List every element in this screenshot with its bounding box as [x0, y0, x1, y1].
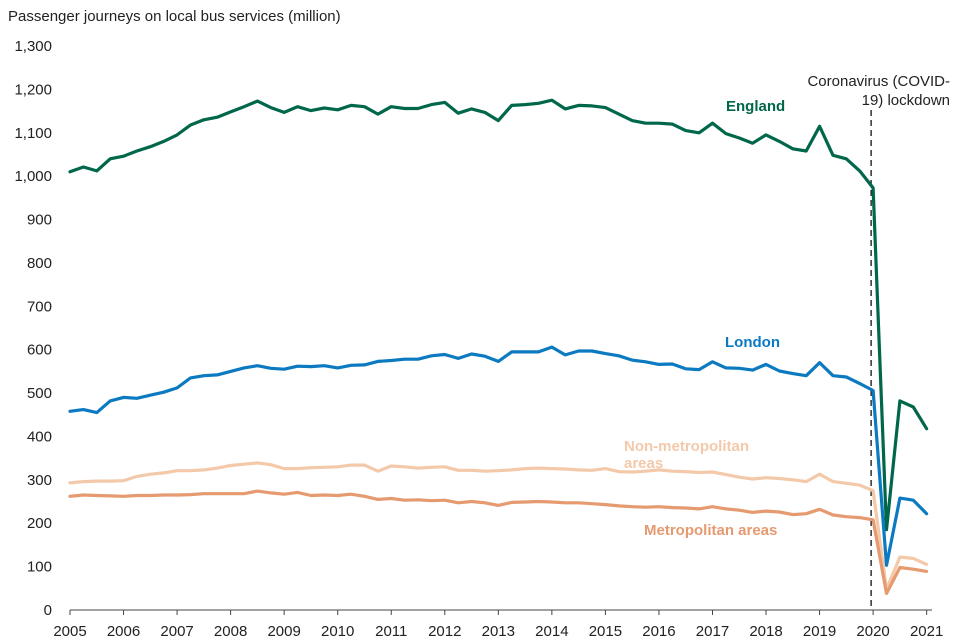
series-line-metropolitan — [68, 489, 929, 596]
x-axis: 2005 2006 2007 2008 2009 2010 2011 2012 2013 2014… — [53, 609, 943, 640]
series-label-england: England — [726, 98, 785, 115]
x-tick-label: 2019 — [803, 623, 836, 640]
series-line-london — [68, 345, 929, 567]
series-label-london: London — [725, 334, 780, 351]
x-tick-label: 2005 — [53, 623, 86, 640]
x-tick-label: 2006 — [107, 623, 140, 640]
x-tick-label: 2016 — [642, 623, 675, 640]
lockdown-annotation-text: Coronavirus (COVID- — [807, 73, 950, 90]
x-tick-label: 2018 — [749, 623, 782, 640]
x-tick-label: 2021 — [910, 623, 943, 640]
y-tick-label: 500 — [27, 385, 52, 402]
y-tick-label: 100 — [27, 559, 52, 576]
y-tick-label: 700 — [27, 298, 52, 315]
y-tick-label: 200 — [27, 515, 52, 532]
x-tick-label: 2020 — [856, 623, 889, 640]
x-tick-label: 2017 — [696, 623, 729, 640]
y-tick-label: 1,300 — [14, 38, 52, 55]
y-tick-label: 1,000 — [14, 168, 52, 185]
y-tick-label: 900 — [27, 212, 52, 229]
y-tick-label: 300 — [27, 472, 52, 489]
y-tick-label: 0 — [44, 602, 52, 619]
y-axis: 0 100 200 300 400 500 600 700 800 900 1,000 1,100 1,… — [14, 38, 52, 619]
y-tick-label: 600 — [27, 342, 52, 359]
series-group — [68, 98, 929, 596]
x-tick-label: 2009 — [267, 623, 300, 640]
x-tick-label: 2011 — [375, 623, 407, 640]
x-tick-label: 2008 — [214, 623, 247, 640]
series-line-non-metropolitan — [68, 461, 929, 591]
lockdown-annotation: Coronavirus (COVID- 19) lockdown — [807, 73, 950, 610]
y-tick-label: 1,200 — [14, 81, 52, 98]
x-tick-label: 2012 — [428, 623, 461, 640]
x-tick-label: 2010 — [321, 623, 354, 640]
y-tick-label: 400 — [27, 428, 52, 445]
series-label-non-metropolitan: Non-metropolitan — [624, 438, 749, 455]
y-tick-label: 800 — [27, 255, 52, 272]
series-label-non-metropolitan: areas — [624, 455, 663, 472]
series-label-metropolitan: Metropolitan areas — [644, 522, 777, 539]
y-tick-label: 1,100 — [14, 125, 52, 142]
x-tick-label: 2013 — [482, 623, 515, 640]
series-line-england — [68, 98, 929, 532]
x-tick-label: 2014 — [535, 623, 568, 640]
x-tick-label: 2007 — [160, 623, 193, 640]
x-tick-label: 2015 — [589, 623, 622, 640]
chart-title: Passenger journeys on local bus services… — [8, 8, 341, 25]
lockdown-annotation-text: 19) lockdown — [862, 92, 950, 109]
